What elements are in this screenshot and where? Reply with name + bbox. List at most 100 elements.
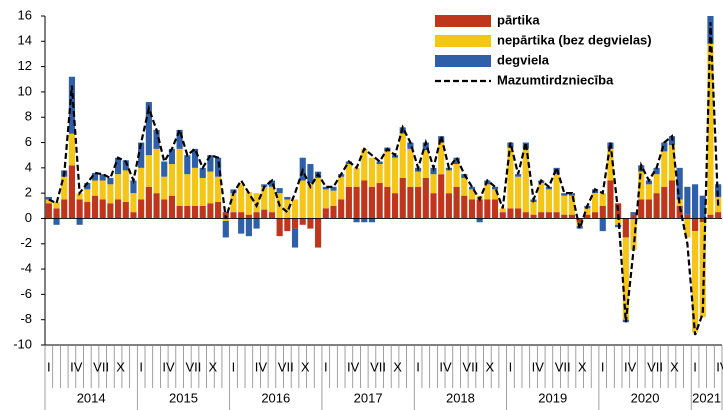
y-tick-label: 12 — [18, 58, 32, 73]
bar — [307, 183, 314, 219]
bar — [568, 193, 576, 196]
bar — [415, 171, 422, 187]
bar — [361, 148, 368, 181]
bar — [507, 147, 514, 209]
bar — [699, 218, 706, 223]
bar — [661, 142, 668, 152]
bar — [638, 199, 645, 219]
bar — [330, 205, 337, 219]
bar — [538, 212, 545, 219]
bar — [607, 148, 614, 181]
x-tick-label: X — [116, 359, 125, 374]
bar — [268, 212, 276, 219]
bar — [468, 189, 476, 200]
bar — [461, 177, 468, 196]
bar — [368, 186, 376, 219]
bar — [145, 186, 152, 219]
bar — [53, 202, 60, 209]
line-series — [48, 22, 720, 336]
bar — [645, 199, 652, 219]
bar — [691, 184, 699, 219]
bar — [522, 212, 529, 219]
bar — [684, 186, 691, 215]
bar — [368, 157, 376, 187]
bar — [338, 199, 345, 219]
x-tick-label: I — [601, 359, 605, 374]
x-tick-label: X — [486, 359, 495, 374]
x-tick-label: I — [416, 359, 420, 374]
bar — [130, 180, 137, 194]
bar — [291, 228, 299, 248]
bar — [545, 212, 552, 219]
bar — [430, 193, 437, 219]
bar — [676, 167, 683, 200]
bar — [568, 214, 576, 219]
x-tick-label: VII — [185, 359, 201, 374]
bar — [107, 177, 114, 185]
legend-swatch — [435, 55, 491, 67]
bar — [76, 218, 83, 225]
x-tick-label: IV — [255, 359, 268, 374]
bar — [238, 184, 245, 213]
bar — [391, 193, 399, 219]
bar — [184, 174, 191, 206]
bar — [184, 155, 191, 175]
bar — [330, 186, 337, 191]
bar — [407, 142, 414, 149]
x-tick-label: I — [693, 359, 697, 374]
bar — [668, 145, 676, 181]
bar — [122, 170, 129, 203]
bar — [576, 218, 583, 223]
y-tick-label: 16 — [18, 7, 32, 22]
bar — [468, 186, 476, 190]
bar — [161, 161, 168, 177]
bar — [99, 174, 106, 181]
bar — [61, 176, 68, 200]
x-tick-label: VII — [555, 359, 571, 374]
bar — [453, 164, 460, 187]
bar — [491, 199, 499, 219]
bar — [199, 205, 206, 219]
bar — [168, 195, 176, 219]
bar — [322, 189, 329, 209]
bar — [268, 186, 276, 213]
bar — [138, 167, 145, 200]
bar — [207, 171, 214, 204]
bar — [515, 174, 522, 177]
x-tick-label: VII — [647, 359, 663, 374]
bar — [45, 203, 52, 219]
bar — [391, 157, 399, 194]
bar — [699, 222, 706, 318]
bar — [715, 212, 722, 219]
bar — [91, 195, 99, 219]
bar — [630, 212, 637, 215]
bar — [291, 218, 299, 229]
bar — [168, 164, 176, 196]
x-tick-label: VII — [370, 359, 386, 374]
bar — [299, 180, 306, 219]
bar — [222, 220, 229, 238]
y-tick-label: 10 — [18, 83, 32, 98]
bar — [345, 186, 352, 219]
bar — [168, 148, 176, 165]
y-tick-label: -8 — [20, 311, 32, 326]
x-tick-label: I — [509, 359, 513, 374]
bar — [191, 167, 199, 206]
x-tick-label: VII — [93, 359, 109, 374]
bar — [230, 193, 237, 213]
bar — [568, 195, 576, 215]
bar — [307, 218, 314, 229]
bar — [515, 176, 522, 209]
bar — [599, 193, 606, 206]
x-tick-label: I — [324, 359, 328, 374]
bar — [153, 129, 160, 149]
x-tick-label: I — [47, 359, 51, 374]
bar — [115, 174, 122, 200]
bar — [353, 218, 360, 223]
bar — [361, 180, 368, 219]
x-tick-label: VII — [462, 359, 478, 374]
bar — [53, 208, 60, 219]
bar — [91, 172, 99, 181]
bar — [299, 218, 306, 225]
